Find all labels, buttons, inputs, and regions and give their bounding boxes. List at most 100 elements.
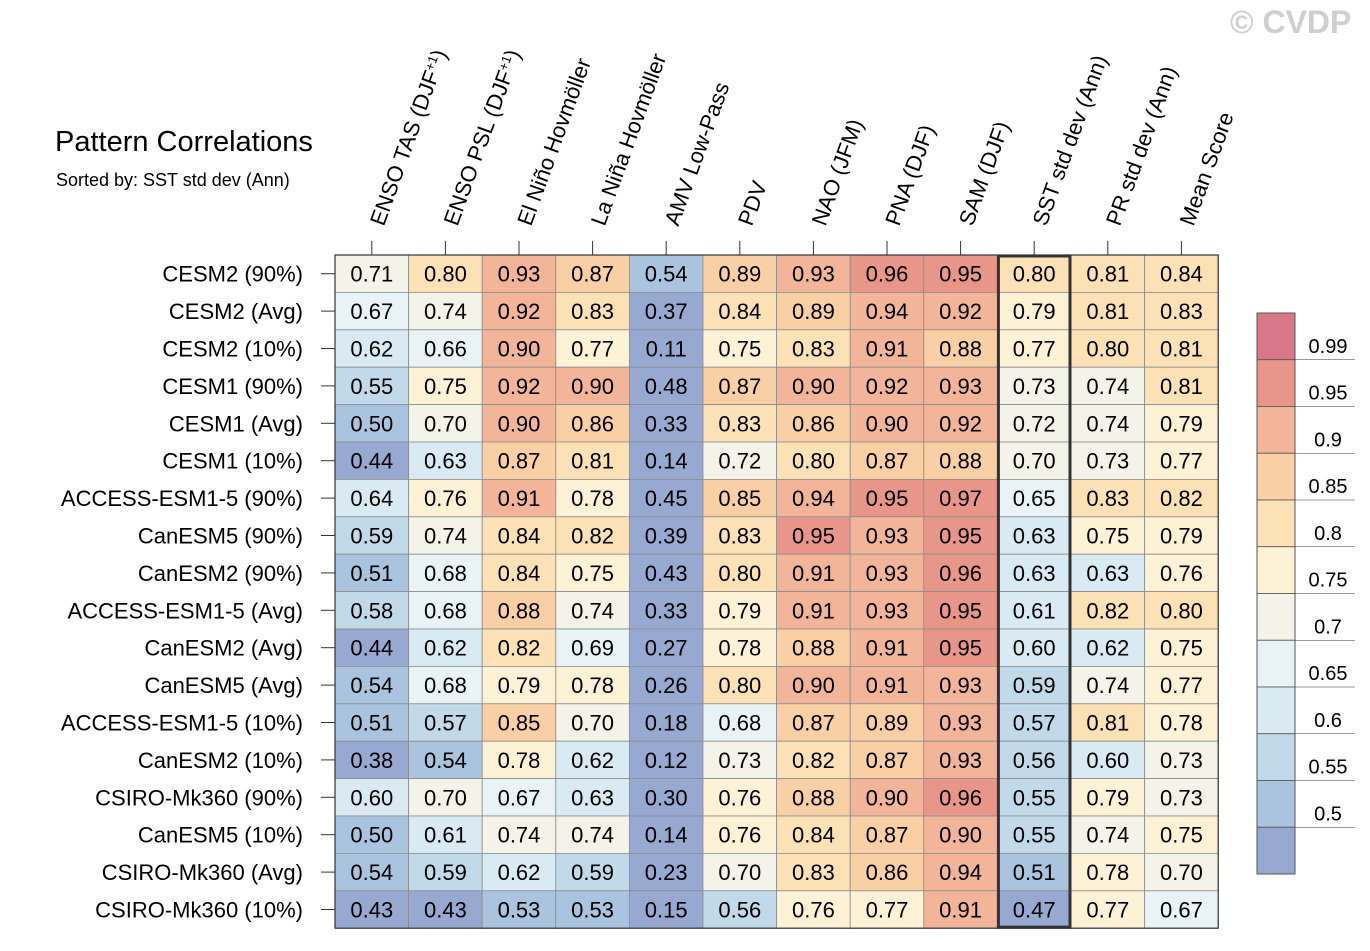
- heatmap-cell: [334, 778, 409, 817]
- cell-value-label: 0.63: [424, 449, 467, 474]
- heatmap-cell: [923, 441, 998, 480]
- heatmap-cell: [1070, 815, 1145, 854]
- heatmap-cell: [997, 329, 1072, 368]
- heatmap-cell: [849, 815, 925, 854]
- heatmap-cell: [629, 516, 704, 555]
- cell-value-label: 0.80: [424, 262, 467, 287]
- cell-value-label: 0.91: [498, 486, 541, 511]
- cell-value-label: 0.39: [645, 524, 688, 549]
- cell-value-label: 0.87: [571, 262, 614, 287]
- cell-value-label: 0.74: [1086, 823, 1129, 848]
- cell-value-label: 0.82: [571, 524, 614, 549]
- heatmap-cell: [408, 666, 483, 705]
- cell-value-label: 0.93: [939, 711, 982, 736]
- colorbar-segment: [1256, 733, 1296, 781]
- heatmap-cell: [334, 890, 409, 929]
- heatmap-cell: [1070, 890, 1145, 929]
- cell-value-label: 0.58: [350, 598, 393, 623]
- row-label-csiro-mk360-10: CSIRO-Mk360 (10%): [95, 898, 303, 923]
- cell-value-label: 0.95: [939, 636, 982, 661]
- heatmap-cell: [849, 628, 925, 667]
- cell-value-label: 0.76: [718, 785, 761, 810]
- heatmap-cell: [997, 890, 1072, 929]
- cell-value-label: 0.70: [424, 785, 467, 810]
- cell-value-label: 0.76: [792, 898, 835, 923]
- cell-value-label: 0.66: [424, 337, 467, 362]
- heatmap-cell: [334, 740, 409, 780]
- cell-value-label: 0.82: [792, 748, 835, 773]
- colorbar-label: 0.6: [1314, 710, 1342, 732]
- cell-value-label: 0.74: [1086, 374, 1129, 399]
- cell-value-label: 0.87: [498, 449, 541, 474]
- cell-value-label: 0.33: [645, 598, 688, 623]
- cell-value-label: 0.93: [866, 561, 909, 586]
- cell-value-label: 0.95: [939, 262, 982, 287]
- column-label-amv-low-pass: AMV Low-Pass: [659, 79, 734, 229]
- heatmap-cell: [408, 441, 483, 480]
- heatmap-cell: [702, 553, 777, 593]
- cell-value-label: 0.75: [1160, 636, 1203, 661]
- heatmap-cell: [923, 329, 998, 368]
- column-label-sam-djf: SAM (DJF): [954, 118, 1015, 229]
- heatmap-cell: [334, 553, 409, 593]
- cell-value-label: 0.48: [645, 374, 688, 399]
- cell-value-label: 0.78: [571, 673, 614, 698]
- cell-value-label: 0.55: [350, 374, 393, 399]
- colorbar-label: 0.85: [1309, 476, 1348, 498]
- row-label-cesm1-avg: CESM1 (Avg): [169, 411, 303, 436]
- heatmap-cell: [1070, 553, 1145, 593]
- colorbar-label: 0.65: [1309, 663, 1348, 685]
- cell-value-label: 0.63: [571, 785, 614, 810]
- heatmap-cell: [481, 703, 557, 742]
- cell-value-label: 0.84: [1160, 262, 1203, 287]
- heatmap-cell: [702, 890, 777, 929]
- cell-value-label: 0.59: [424, 860, 467, 885]
- row-label-cesm1-90: CESM1 (90%): [162, 374, 303, 399]
- cell-value-label: 0.92: [939, 299, 982, 324]
- cell-value-label: 0.45: [645, 486, 688, 511]
- heatmap-cell: [481, 628, 557, 667]
- heatmap-cell: [776, 291, 851, 331]
- heatmap-cell: [629, 291, 704, 331]
- heatmap-cell: [702, 666, 777, 705]
- heatmap-cell: [849, 254, 925, 293]
- heatmap-cell: [555, 329, 630, 368]
- cell-value-label: 0.18: [645, 711, 688, 736]
- heatmap-cell: [555, 516, 630, 555]
- cell-value-label: 0.81: [1160, 337, 1203, 362]
- cell-value-label: 0.73: [1013, 374, 1056, 399]
- cell-value-label: 0.90: [939, 823, 982, 848]
- colorbar-label: 0.5: [1314, 803, 1342, 825]
- cell-value-label: 0.80: [718, 673, 761, 698]
- cell-value-label: 0.90: [866, 785, 909, 810]
- heatmap-cell: [1070, 666, 1145, 705]
- column-labels: ENSO TAS (DJF+1)ENSO PSL (DJF+1)El Niño …: [365, 46, 1239, 255]
- cell-value-label: 0.77: [1086, 898, 1129, 923]
- heatmap-cell: [555, 778, 630, 817]
- cell-value-label: 0.84: [792, 823, 835, 848]
- cell-value-label: 0.94: [792, 486, 835, 511]
- heatmap-cell: [334, 366, 409, 406]
- cell-value-label: 0.70: [718, 860, 761, 885]
- heatmap-cell: [629, 441, 704, 480]
- cell-value-label: 0.93: [939, 748, 982, 773]
- cell-value-label: 0.38: [350, 748, 393, 773]
- heatmap-cell: [555, 853, 630, 892]
- cell-value-label: 0.81: [1086, 262, 1129, 287]
- cell-value-label: 0.94: [939, 860, 982, 885]
- column-label-enso-psl-djf-1: ENSO PSL (DJF+1): [439, 46, 526, 229]
- colorbar-label: 0.55: [1309, 757, 1348, 779]
- heatmap-cell: [1144, 853, 1219, 892]
- cell-value-label: 0.74: [1086, 411, 1129, 436]
- cell-value-label: 0.86: [866, 860, 909, 885]
- cell-value-label: 0.62: [571, 748, 614, 773]
- cell-value-label: 0.73: [718, 748, 761, 773]
- cell-value-label: 0.69: [571, 636, 614, 661]
- row-label-canesm5-10: CanESM5 (10%): [138, 823, 303, 848]
- heatmap-cell: [923, 815, 998, 854]
- heatmap-cell: [1070, 478, 1145, 518]
- cell-value-label: 0.93: [498, 262, 541, 287]
- heatmap-cell: [923, 291, 998, 331]
- colorbar-segment: [1256, 452, 1296, 501]
- heatmap-cell: [629, 778, 704, 817]
